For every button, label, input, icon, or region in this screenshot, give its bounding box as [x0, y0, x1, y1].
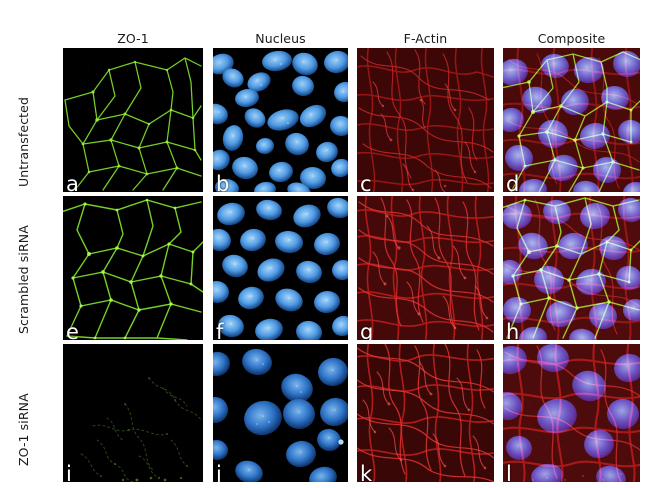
composite-zo1-channel: [503, 48, 640, 192]
factin-filament-network: [357, 344, 494, 482]
composite-zo1-channel: [503, 196, 640, 340]
row-label-scrambled-sirna: Scrambled siRNA: [16, 225, 31, 334]
panel-j-nucleus-knockdown: j: [213, 344, 348, 482]
column-header-zo1: ZO-1: [117, 31, 149, 46]
panel-letter-d: d: [506, 172, 520, 193]
panel-letter-a: a: [66, 172, 79, 193]
panel-g-factin-scrambled: g: [357, 196, 494, 340]
dapi-nuclei: [213, 344, 348, 482]
dapi-nuclei: [213, 48, 348, 192]
panel-h-composite-scrambled: h: [503, 196, 640, 340]
zo1-junction-network: [63, 48, 203, 192]
composite-zo1-channel-depleted: [503, 344, 640, 482]
panel-c-factin-untransfected: c: [357, 48, 494, 192]
row-label-zo1-sirna: ZO-1 siRNA: [16, 393, 31, 466]
column-header-nucleus: Nucleus: [255, 31, 306, 46]
panel-letter-k: k: [360, 462, 373, 483]
panel-letter-g: g: [360, 320, 374, 341]
row-label-untransfected: Untransfected: [16, 97, 31, 187]
panel-letter-c: c: [360, 172, 372, 193]
composite-nuclei-channel: [503, 48, 640, 192]
panel-letter-i: i: [66, 462, 72, 483]
panel-b-nucleus-untransfected: b: [213, 48, 348, 192]
composite-nuclei-channel: [503, 344, 640, 482]
column-header-composite: Composite: [537, 31, 606, 46]
panel-letter-e: e: [66, 320, 79, 341]
factin-filament-network: [357, 48, 494, 192]
factin-filament-network: [357, 196, 494, 340]
panel-a-zo1-untransfected: a: [63, 48, 203, 192]
panel-letter-b: b: [216, 172, 230, 193]
panel-e-zo1-scrambled: e: [63, 196, 203, 340]
panel-letter-l: l: [506, 462, 512, 483]
zo1-junction-network: [63, 196, 203, 340]
panel-d-composite-untransfected: d: [503, 48, 640, 192]
panel-l-composite-knockdown: l: [503, 344, 640, 482]
panel-letter-h: h: [506, 320, 520, 341]
panel-i-zo1-knockdown: i: [63, 344, 203, 482]
zo1-junction-network-depleted: [63, 344, 203, 482]
panel-letter-j: j: [216, 462, 222, 483]
panel-f-nucleus-scrambled: f: [213, 196, 348, 340]
column-header-factin: F-Actin: [403, 31, 448, 46]
panel-letter-f: f: [216, 320, 224, 341]
panel-k-factin-knockdown: k: [357, 344, 494, 482]
dapi-nuclei: [213, 196, 348, 340]
